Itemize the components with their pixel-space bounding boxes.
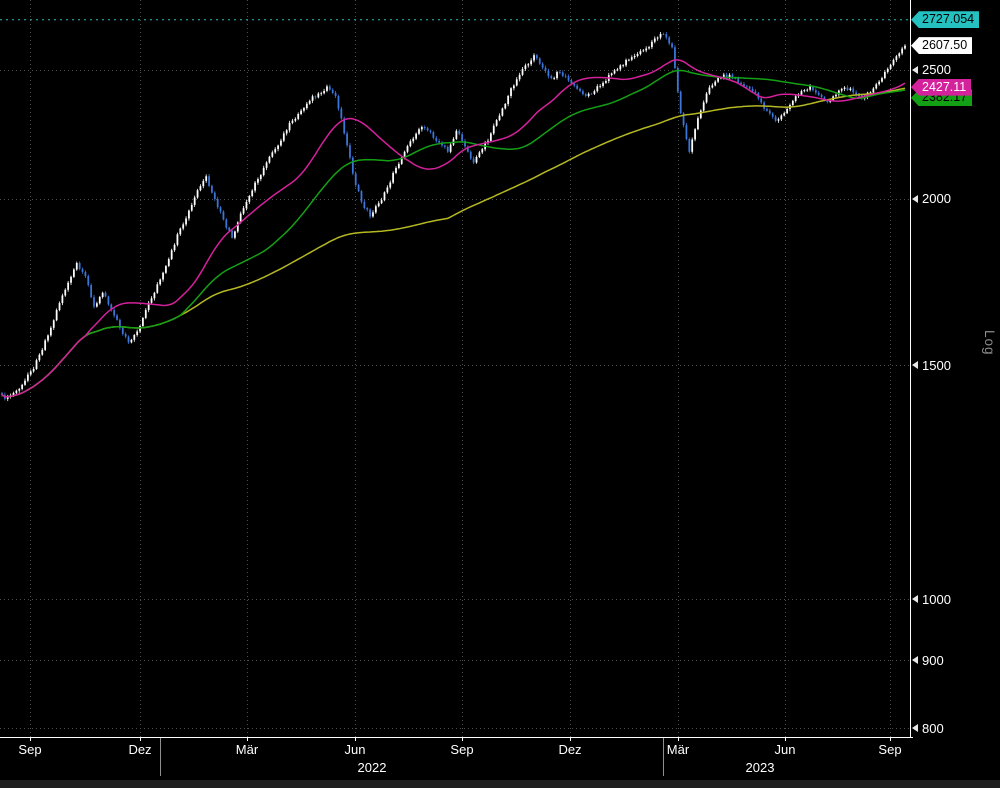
year-separator: [160, 738, 161, 776]
x-axis-tick-label: Dez: [128, 742, 152, 757]
tick-arrow-icon: [912, 724, 918, 733]
y-axis-tick-label: 800: [912, 720, 944, 736]
y-axis-tick-label: 1500: [912, 357, 951, 373]
candlestick-series: [1, 31, 906, 402]
x-axis-tickmark: [140, 737, 141, 741]
y-tick-value: 800: [922, 720, 944, 736]
x-axis-tick-label: Jun: [774, 742, 796, 757]
year-label: 2023: [745, 760, 775, 775]
x-axis-tickmark: [247, 737, 248, 741]
x-axis-tickmark: [30, 737, 31, 741]
y-axis-tick-label: 900: [912, 652, 944, 668]
x-axis-tickmark: [785, 737, 786, 741]
year-label: 2022: [357, 760, 387, 775]
x-axis-tickmark: [462, 737, 463, 741]
x-axis-tick-label: Mär: [235, 742, 259, 757]
x-axis-tickmark: [570, 737, 571, 741]
last-price-badge: 2607.50: [911, 37, 973, 55]
tick-arrow-icon: [912, 361, 918, 370]
x-axis-tick-label: Sep: [18, 742, 42, 757]
y-tick-value: 2500: [922, 62, 951, 78]
tick-arrow-icon: [912, 65, 918, 74]
ma-line-mid: [1, 69, 906, 398]
gridlines: [0, 0, 910, 737]
ma-line-fast: [1, 59, 906, 398]
y-axis-tick-label: 1000: [912, 591, 951, 607]
x-axis-tick-label: Mär: [666, 742, 690, 757]
bottom-panel-edge: [0, 779, 1000, 788]
chart-canvas[interactable]: [0, 0, 913, 738]
x-axis-tick-label: Jun: [344, 742, 366, 757]
x-axis-tick-label: Sep: [450, 742, 474, 757]
x-axis-tickmark: [355, 737, 356, 741]
y-axis-tick-label: 2000: [912, 191, 951, 207]
x-axis-tick-label: Dez: [558, 742, 582, 757]
y-tick-value: 900: [922, 652, 944, 668]
y-tick-value: 1000: [922, 591, 951, 607]
x-axis-tickmark: [890, 737, 891, 741]
y-tick-value: 2000: [922, 191, 951, 207]
tick-arrow-icon: [912, 656, 918, 665]
x-axis-tickmark: [678, 737, 679, 741]
year-separator: [663, 738, 664, 776]
log-scale-label[interactable]: Log: [982, 330, 997, 356]
ma-line-slow: [1, 87, 906, 398]
level-value-badge[interactable]: 2727.054: [911, 11, 980, 29]
tick-arrow-icon: [912, 194, 918, 203]
x-axis-tick-label: Sep: [878, 742, 902, 757]
y-axis-tick-label: 2500: [912, 62, 951, 78]
tick-arrow-icon: [912, 595, 918, 604]
ma-magenta-value-badge: 2427.11: [911, 78, 972, 96]
y-tick-value: 1500: [922, 357, 951, 373]
